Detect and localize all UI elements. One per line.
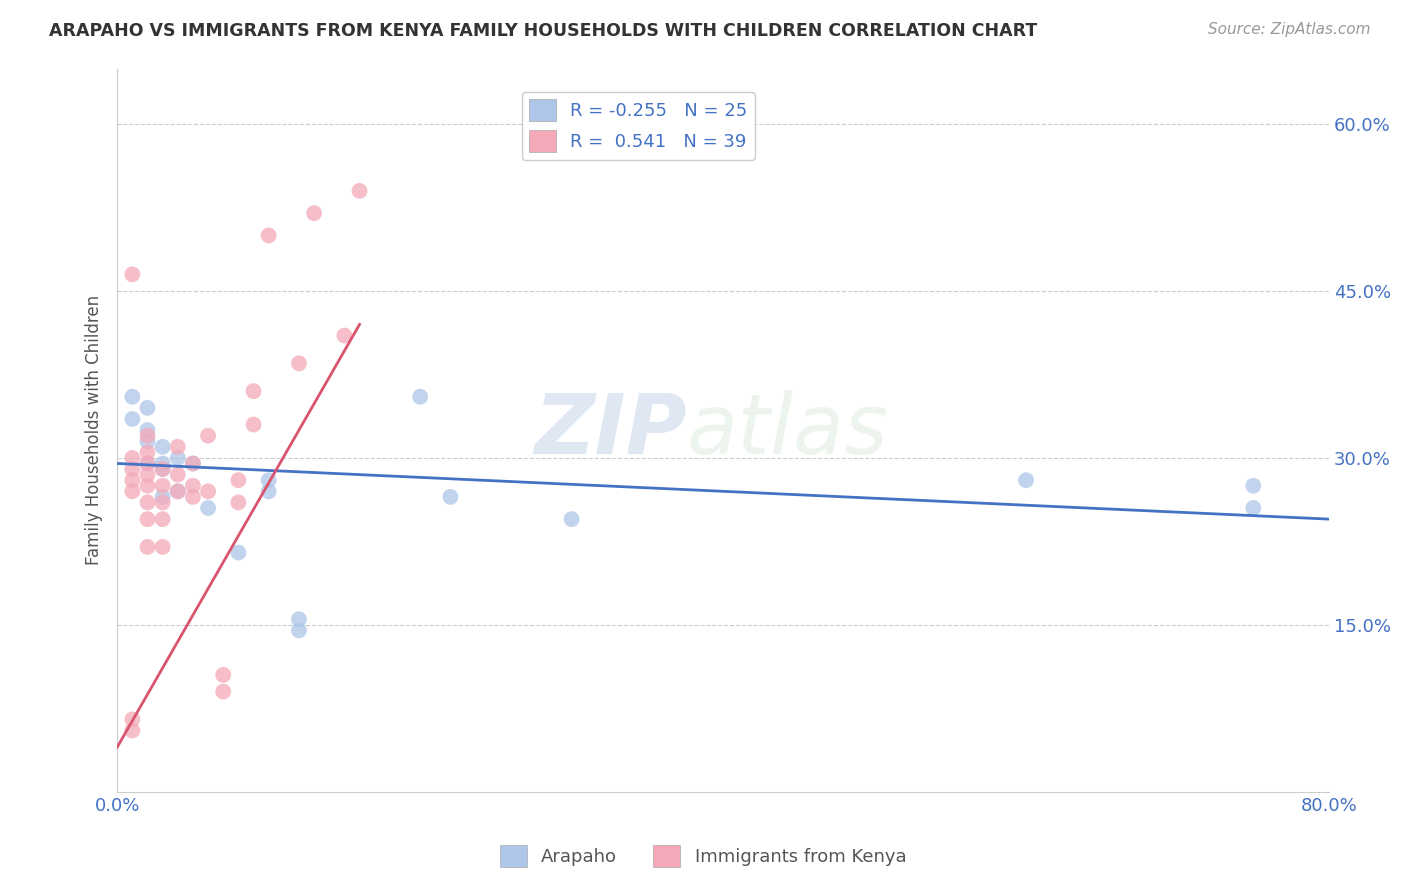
Point [136,495,159,509]
Point [166,440,188,454]
Point [136,512,159,526]
Point [136,457,159,471]
Point [136,467,159,482]
Point [257,473,280,487]
Point [166,484,188,499]
Point [121,712,143,726]
Point [121,390,143,404]
Point [257,228,280,243]
Point [228,473,250,487]
Point [152,512,174,526]
Legend: Arapaho, Immigrants from Kenya: Arapaho, Immigrants from Kenya [492,838,914,874]
Point [121,268,143,282]
Text: Source: ZipAtlas.com: Source: ZipAtlas.com [1208,22,1371,37]
Point [121,723,143,738]
Point [1241,500,1264,515]
Point [212,684,235,698]
Point [197,484,219,499]
Point [257,484,280,499]
Point [181,457,204,471]
Text: ARAPAHO VS IMMIGRANTS FROM KENYA FAMILY HOUSEHOLDS WITH CHILDREN CORRELATION CHA: ARAPAHO VS IMMIGRANTS FROM KENYA FAMILY … [49,22,1038,40]
Point [561,512,583,526]
Point [121,412,143,426]
Point [136,445,159,459]
Point [152,462,174,476]
Point [288,356,311,370]
Point [136,434,159,449]
Point [152,540,174,554]
Point [288,612,311,626]
Point [181,457,204,471]
Point [136,401,159,415]
Point [136,423,159,437]
Y-axis label: Family Households with Children: Family Households with Children [86,295,103,566]
Point [166,484,188,499]
Point [181,479,204,493]
Point [1015,473,1038,487]
Point [136,428,159,442]
Point [152,490,174,504]
Point [197,500,219,515]
Point [121,484,143,499]
Point [152,457,174,471]
Point [439,490,461,504]
Legend: R = -0.255   N = 25, R =  0.541   N = 39: R = -0.255 N = 25, R = 0.541 N = 39 [522,92,755,160]
Point [152,440,174,454]
Point [152,479,174,493]
Point [197,428,219,442]
Text: ZIP: ZIP [534,390,686,471]
Point [242,384,264,399]
Point [242,417,264,432]
Point [228,495,250,509]
Point [166,450,188,465]
Point [136,540,159,554]
Point [166,467,188,482]
Point [349,184,371,198]
Point [181,490,204,504]
Point [121,450,143,465]
Point [121,462,143,476]
Point [136,479,159,493]
Point [121,473,143,487]
Point [333,328,356,343]
Point [136,457,159,471]
Point [152,462,174,476]
Text: atlas: atlas [686,390,889,471]
Point [228,545,250,559]
Point [288,624,311,638]
Point [212,668,235,682]
Point [409,390,432,404]
Point [302,206,325,220]
Point [152,495,174,509]
Point [1241,479,1264,493]
